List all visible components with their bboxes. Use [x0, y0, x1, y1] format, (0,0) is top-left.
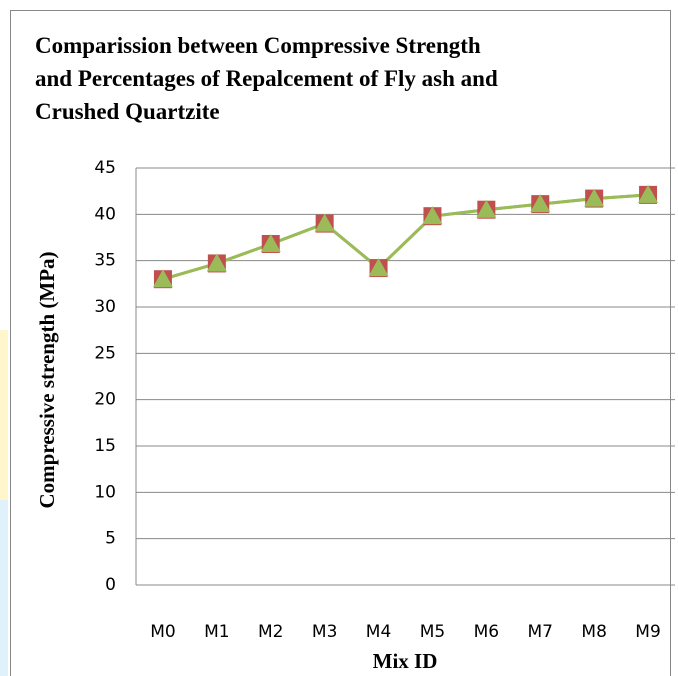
y-tick-label: 15 — [94, 436, 116, 456]
marker — [152, 269, 173, 288]
series-line — [162, 193, 649, 281]
x-tick-label: M7 — [528, 622, 553, 642]
marker — [638, 184, 659, 203]
x-tick-label: M8 — [581, 622, 606, 642]
x-tick-label: M2 — [258, 622, 283, 642]
x-axis-label: Mix ID — [373, 649, 438, 673]
marker — [260, 233, 281, 252]
marker — [422, 206, 443, 225]
y-axis-label: Compressive strength (MPa) — [35, 251, 59, 508]
chart-title: and Percentages of Repalcement of Fly as… — [35, 66, 498, 91]
chart-frame — [10, 10, 671, 676]
x-tick-label: M9 — [635, 622, 660, 642]
side-strip — [0, 330, 8, 500]
marker — [368, 258, 389, 277]
x-tick-label: M4 — [366, 622, 391, 642]
y-tick-label: 10 — [94, 482, 116, 502]
side-strip — [0, 500, 8, 676]
chart-title: Crushed Quartzite — [35, 99, 220, 124]
marker — [530, 194, 551, 213]
x-tick-label: M1 — [204, 622, 229, 642]
x-tick-label: M5 — [420, 622, 445, 642]
y-tick-label: 35 — [94, 251, 116, 271]
marker — [584, 188, 605, 207]
x-tick-label: M6 — [474, 622, 499, 642]
y-tick-label: 45 — [94, 158, 116, 178]
y-tick-label: 20 — [94, 390, 116, 410]
marker — [206, 253, 227, 272]
chart-title: Comparission between Compressive Strengt… — [35, 33, 481, 58]
marker — [476, 199, 497, 218]
marker — [314, 213, 335, 232]
y-tick-label: 25 — [94, 343, 116, 363]
x-tick-label: M3 — [312, 622, 337, 642]
y-tick-label: 5 — [105, 529, 116, 549]
y-tick-label: 40 — [94, 204, 116, 224]
y-tick-label: 0 — [105, 575, 116, 595]
y-tick-label: 30 — [94, 297, 116, 317]
x-tick-label: M0 — [150, 622, 175, 642]
series-line — [162, 193, 649, 281]
